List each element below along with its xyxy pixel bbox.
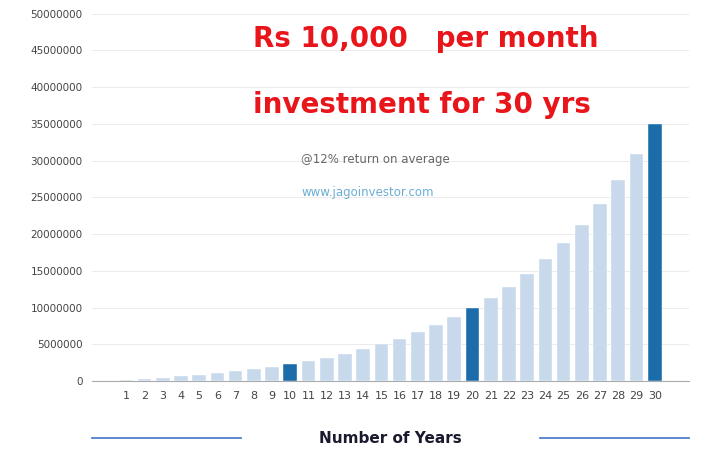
Bar (393, 339, 406, 381)
Bar (229, 371, 242, 381)
Text: @12% return on average: @12% return on average (301, 153, 450, 166)
Bar (192, 375, 206, 381)
Bar (502, 287, 515, 381)
Bar (611, 180, 625, 381)
Text: www.jagoinvestor.com: www.jagoinvestor.com (301, 186, 434, 199)
Bar (338, 353, 351, 381)
Bar (138, 379, 151, 381)
Text: investment for 30 yrs: investment for 30 yrs (253, 91, 591, 119)
Bar (119, 380, 133, 381)
Bar (320, 358, 334, 381)
Bar (648, 124, 662, 381)
Bar (484, 298, 498, 381)
Text: Number of Years: Number of Years (319, 431, 462, 446)
Text: per month: per month (426, 25, 599, 53)
Bar (447, 317, 461, 381)
Bar (411, 332, 425, 381)
Bar (594, 204, 607, 381)
Bar (283, 364, 297, 381)
Text: Rs 10,000: Rs 10,000 (253, 25, 408, 53)
Bar (174, 376, 187, 381)
Bar (557, 243, 570, 381)
Bar (430, 325, 443, 381)
Bar (156, 378, 170, 381)
Bar (266, 367, 279, 381)
Bar (356, 349, 370, 381)
Bar (302, 361, 315, 381)
Bar (630, 154, 643, 381)
Bar (539, 259, 552, 381)
Bar (520, 274, 534, 381)
Bar (247, 369, 261, 381)
Bar (211, 373, 224, 381)
Bar (375, 344, 388, 381)
Bar (466, 308, 479, 381)
Bar (575, 224, 589, 381)
